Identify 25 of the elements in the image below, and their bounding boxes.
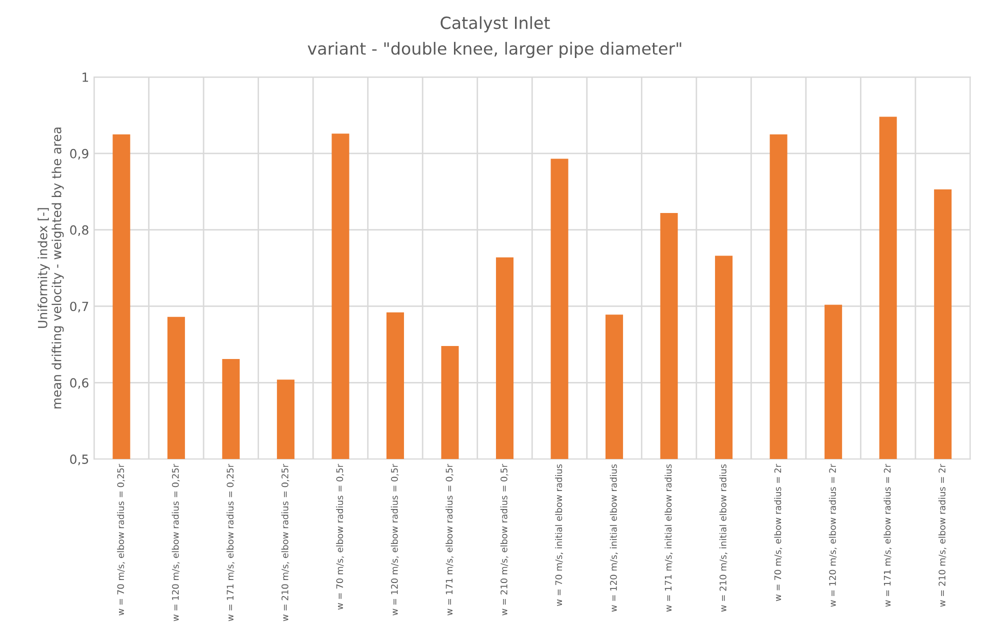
x-tick-label: w = 210 m/s, elbow radius = 0,5r: [500, 464, 508, 616]
x-tick-label: w = 210 m/s, elbow radius = 0,25r: [281, 464, 290, 622]
x-tick-label: w = 120 m/s, elbow radius = 0,25r: [172, 464, 180, 622]
x-tick-label: w = 171 m/s, elbow radius = 0,25r: [226, 464, 234, 622]
x-tick-label: w = 171 m/s, elbow radius = 2r: [884, 464, 892, 607]
y-tick-label: 1: [82, 72, 88, 82]
y-tick-label: 0,5: [70, 454, 88, 466]
x-tick-label: w = 120 m/s, initial elbow radius: [610, 464, 618, 612]
x-tick-label: w = 171 m/s, initial elbow radius: [664, 464, 673, 612]
x-tick-label: w = 70 m/s, elbow radius = 0,5r: [336, 464, 344, 610]
y-tick-label: 0,9: [70, 148, 88, 160]
x-tick-label: w = 120 m/s, elbow radius = 2r: [828, 464, 837, 607]
y-tick-label: 0,7: [70, 302, 88, 312]
x-tick-label: w = 171 m/s, elbow radius = 0,5r: [446, 464, 454, 616]
x-tick-label: w = 70 m/s, elbow radius = 2r: [774, 464, 782, 602]
x-tick-label: w = 70 m/s, initial elbow radius: [555, 464, 564, 606]
x-tick-label: w = 120 m/s, elbow radius = 0,5r: [390, 464, 399, 616]
chart-title: Catalyst Inlet: [440, 16, 550, 32]
chart-subtitle: variant - "double knee, larger pipe diameter": [308, 42, 682, 58]
x-tick-label: w = 210 m/s, initial elbow radius: [719, 464, 728, 612]
y-tick-label: 0,6: [70, 378, 88, 389]
x-tick-label: w = 210 m/s, elbow radius = 2r: [938, 464, 946, 607]
y-tick-label: 0,8: [70, 225, 88, 236]
x-tick-label: w = 70 m/s, elbow radius = 0,25r: [117, 464, 125, 616]
y-axis-title: Uniformity index [-] mean drifting velocity - weighted by the area: [38, 128, 64, 408]
